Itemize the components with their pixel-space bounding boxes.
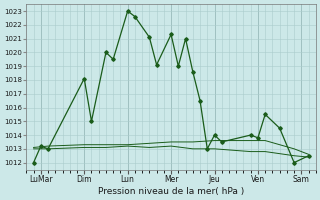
X-axis label: Pression niveau de la mer( hPa ): Pression niveau de la mer( hPa ) bbox=[98, 187, 244, 196]
